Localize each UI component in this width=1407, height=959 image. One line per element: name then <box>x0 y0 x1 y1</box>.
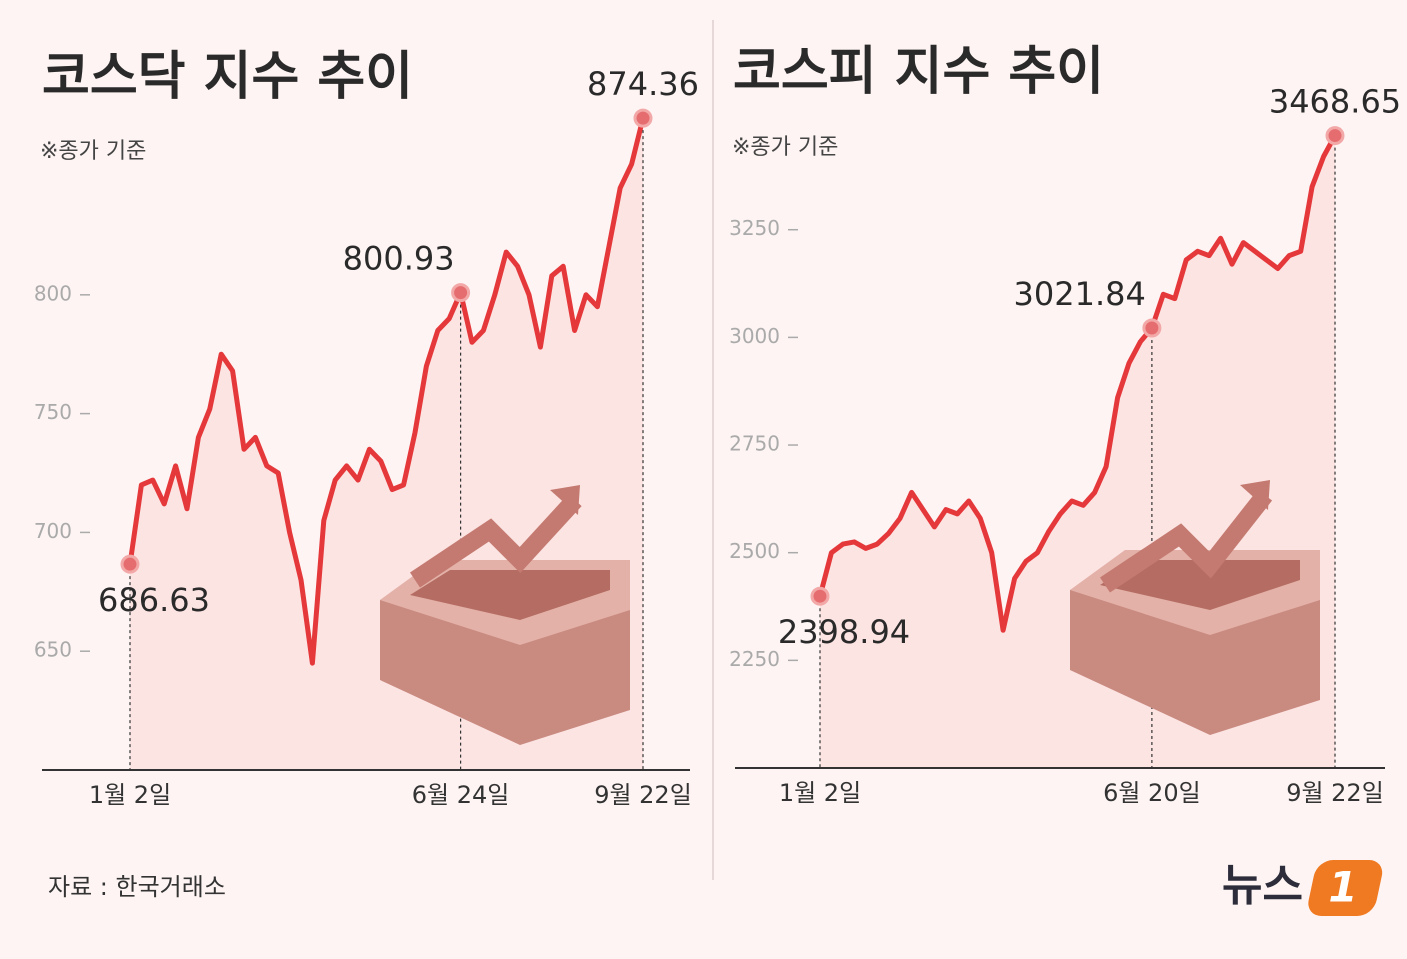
point <box>451 283 471 303</box>
y-tick-label: 3250 <box>729 216 780 240</box>
y-tick-label: 2250 <box>729 647 780 671</box>
logo-mark: 1 <box>1328 863 1357 912</box>
data-label: 686.63 <box>98 581 210 619</box>
x-tick-label: 6월 20일 <box>1103 779 1201 807</box>
point <box>120 554 140 574</box>
y-tick-label: 700 <box>34 519 72 543</box>
data-label: 3468.65 <box>1269 83 1401 121</box>
data-label: 2398.94 <box>778 613 910 651</box>
line <box>127 117 646 666</box>
decoration <box>380 485 630 745</box>
y-tick-label: 750 <box>34 400 72 424</box>
chart-note: ※종가 기준 <box>732 135 838 160</box>
x-tick-label: 1월 2일 <box>89 781 171 809</box>
point <box>1325 126 1345 146</box>
data-label: 3021.84 <box>1014 275 1146 313</box>
point <box>810 586 830 606</box>
y-tick-label: 650 <box>34 638 72 662</box>
chart-title: 코스닥 지수 추이 <box>42 47 413 107</box>
chart-note: ※종가 기준 <box>40 139 146 164</box>
y-tick-label: 2500 <box>729 539 780 563</box>
chart-title: 코스피 지수 추이 <box>733 42 1104 102</box>
line <box>817 134 1338 633</box>
point <box>633 108 653 128</box>
source: 자료 : 한국거래소 <box>48 873 226 901</box>
data-label: 874.36 <box>587 65 699 103</box>
x-tick-label: 9월 22일 <box>594 781 692 809</box>
x-tick-label: 9월 22일 <box>1286 779 1384 807</box>
y-tick-label: 3000 <box>729 324 780 348</box>
y-tick-label: 800 <box>34 281 72 305</box>
x-tick-label: 6월 24일 <box>412 781 510 809</box>
logo-text: 뉴스 <box>1222 860 1303 911</box>
y-tick-label: 2750 <box>729 432 780 456</box>
decoration <box>1070 480 1320 735</box>
logo: 뉴스 1 <box>1222 860 1383 916</box>
x-tick-label: 1월 2일 <box>779 779 861 807</box>
logo-badge <box>1308 860 1383 916</box>
data-label: 800.93 <box>343 240 455 278</box>
point <box>1142 318 1162 338</box>
